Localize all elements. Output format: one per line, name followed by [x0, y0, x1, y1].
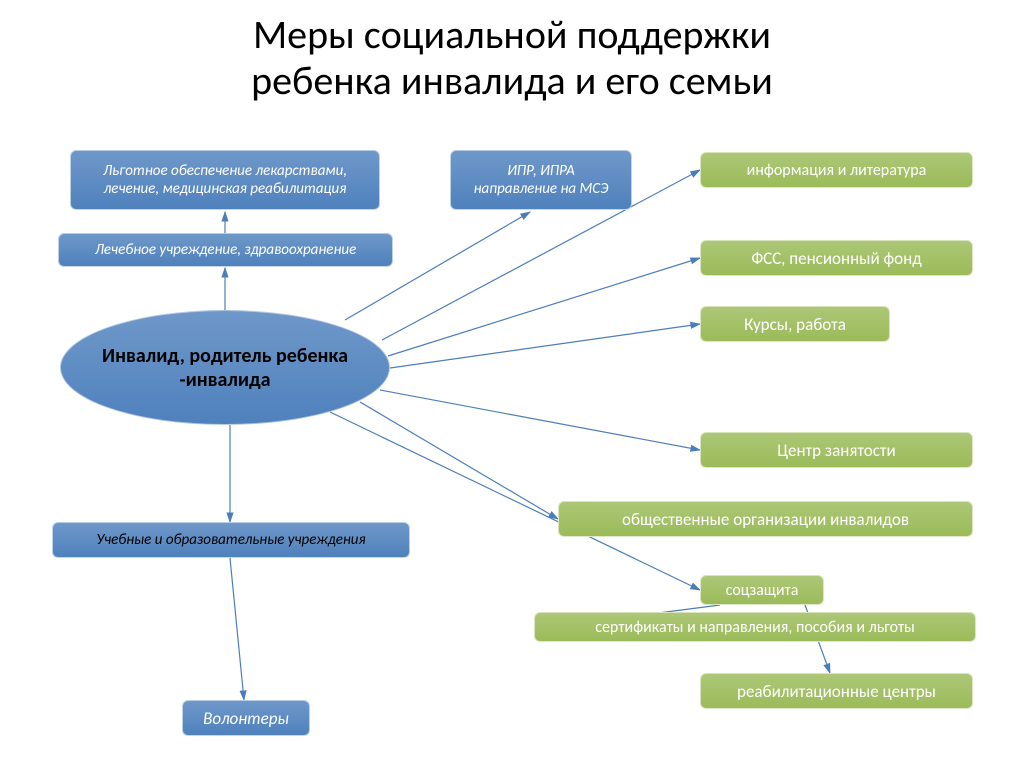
node-soc: соцзащита — [700, 575, 824, 605]
node-courses: Курсы, работа — [700, 306, 890, 342]
node-meds: Льготное обеспечение лекарствами, лечени… — [70, 150, 380, 210]
connector-arrow — [360, 402, 558, 519]
connector-arrow — [380, 390, 700, 450]
connector-arrow — [230, 558, 244, 700]
node-courses-label: Курсы, работа — [744, 314, 846, 335]
node-info-label: информация и литература — [747, 161, 927, 180]
connector-arrow — [388, 258, 700, 356]
slide-title: Меры социальной поддержки ребенка инвали… — [0, 0, 1024, 104]
node-ipr: ИПР, ИПРА направление на МСЭ — [450, 150, 632, 210]
node-ngo-label: общественные организации инвалидов — [622, 509, 909, 530]
node-cert-label: сертификаты и направления, пособия и льг… — [595, 618, 915, 637]
node-fss: ФСС, пенсионный фонд — [700, 240, 973, 276]
node-cert: сертификаты и направления, пособия и льг… — [534, 612, 976, 642]
central-label: Инвалид, родитель ребенка -инвалида — [71, 344, 379, 392]
title-line2: ребенка инвалида и его семьи — [251, 56, 773, 105]
node-employ: Центр занятости — [700, 432, 973, 468]
node-volunteer: Волонтеры — [182, 700, 310, 736]
node-volunteer-label: Волонтеры — [203, 708, 289, 729]
connector-arrow — [390, 324, 700, 368]
title-line1: Меры социальной поддержки — [253, 10, 771, 59]
node-rehab: реабилитационные центры — [700, 673, 973, 709]
node-info: информация и литература — [700, 152, 973, 188]
node-rehab-label: реабилитационные центры — [737, 681, 936, 702]
node-hospital-label: Лечебное учреждение, здравоохранение — [95, 241, 357, 259]
node-meds-label: Льготное обеспечение лекарствами, лечени… — [103, 162, 347, 198]
node-ipr-label: ИПР, ИПРА направление на МСЭ — [474, 162, 609, 198]
node-ngo: общественные организации инвалидов — [558, 501, 973, 537]
node-soc-label: соцзащита — [726, 581, 799, 600]
node-fss-label: ФСС, пенсионный фонд — [751, 248, 921, 269]
node-hospital: Лечебное учреждение, здравоохранение — [58, 233, 393, 267]
node-edu-label: Учебные и образовательные учреждения — [96, 531, 365, 549]
node-employ-label: Центр занятости — [777, 440, 895, 461]
central-node: Инвалид, родитель ребенка -инвалида — [60, 310, 390, 425]
node-edu: Учебные и образовательные учреждения — [52, 522, 410, 558]
